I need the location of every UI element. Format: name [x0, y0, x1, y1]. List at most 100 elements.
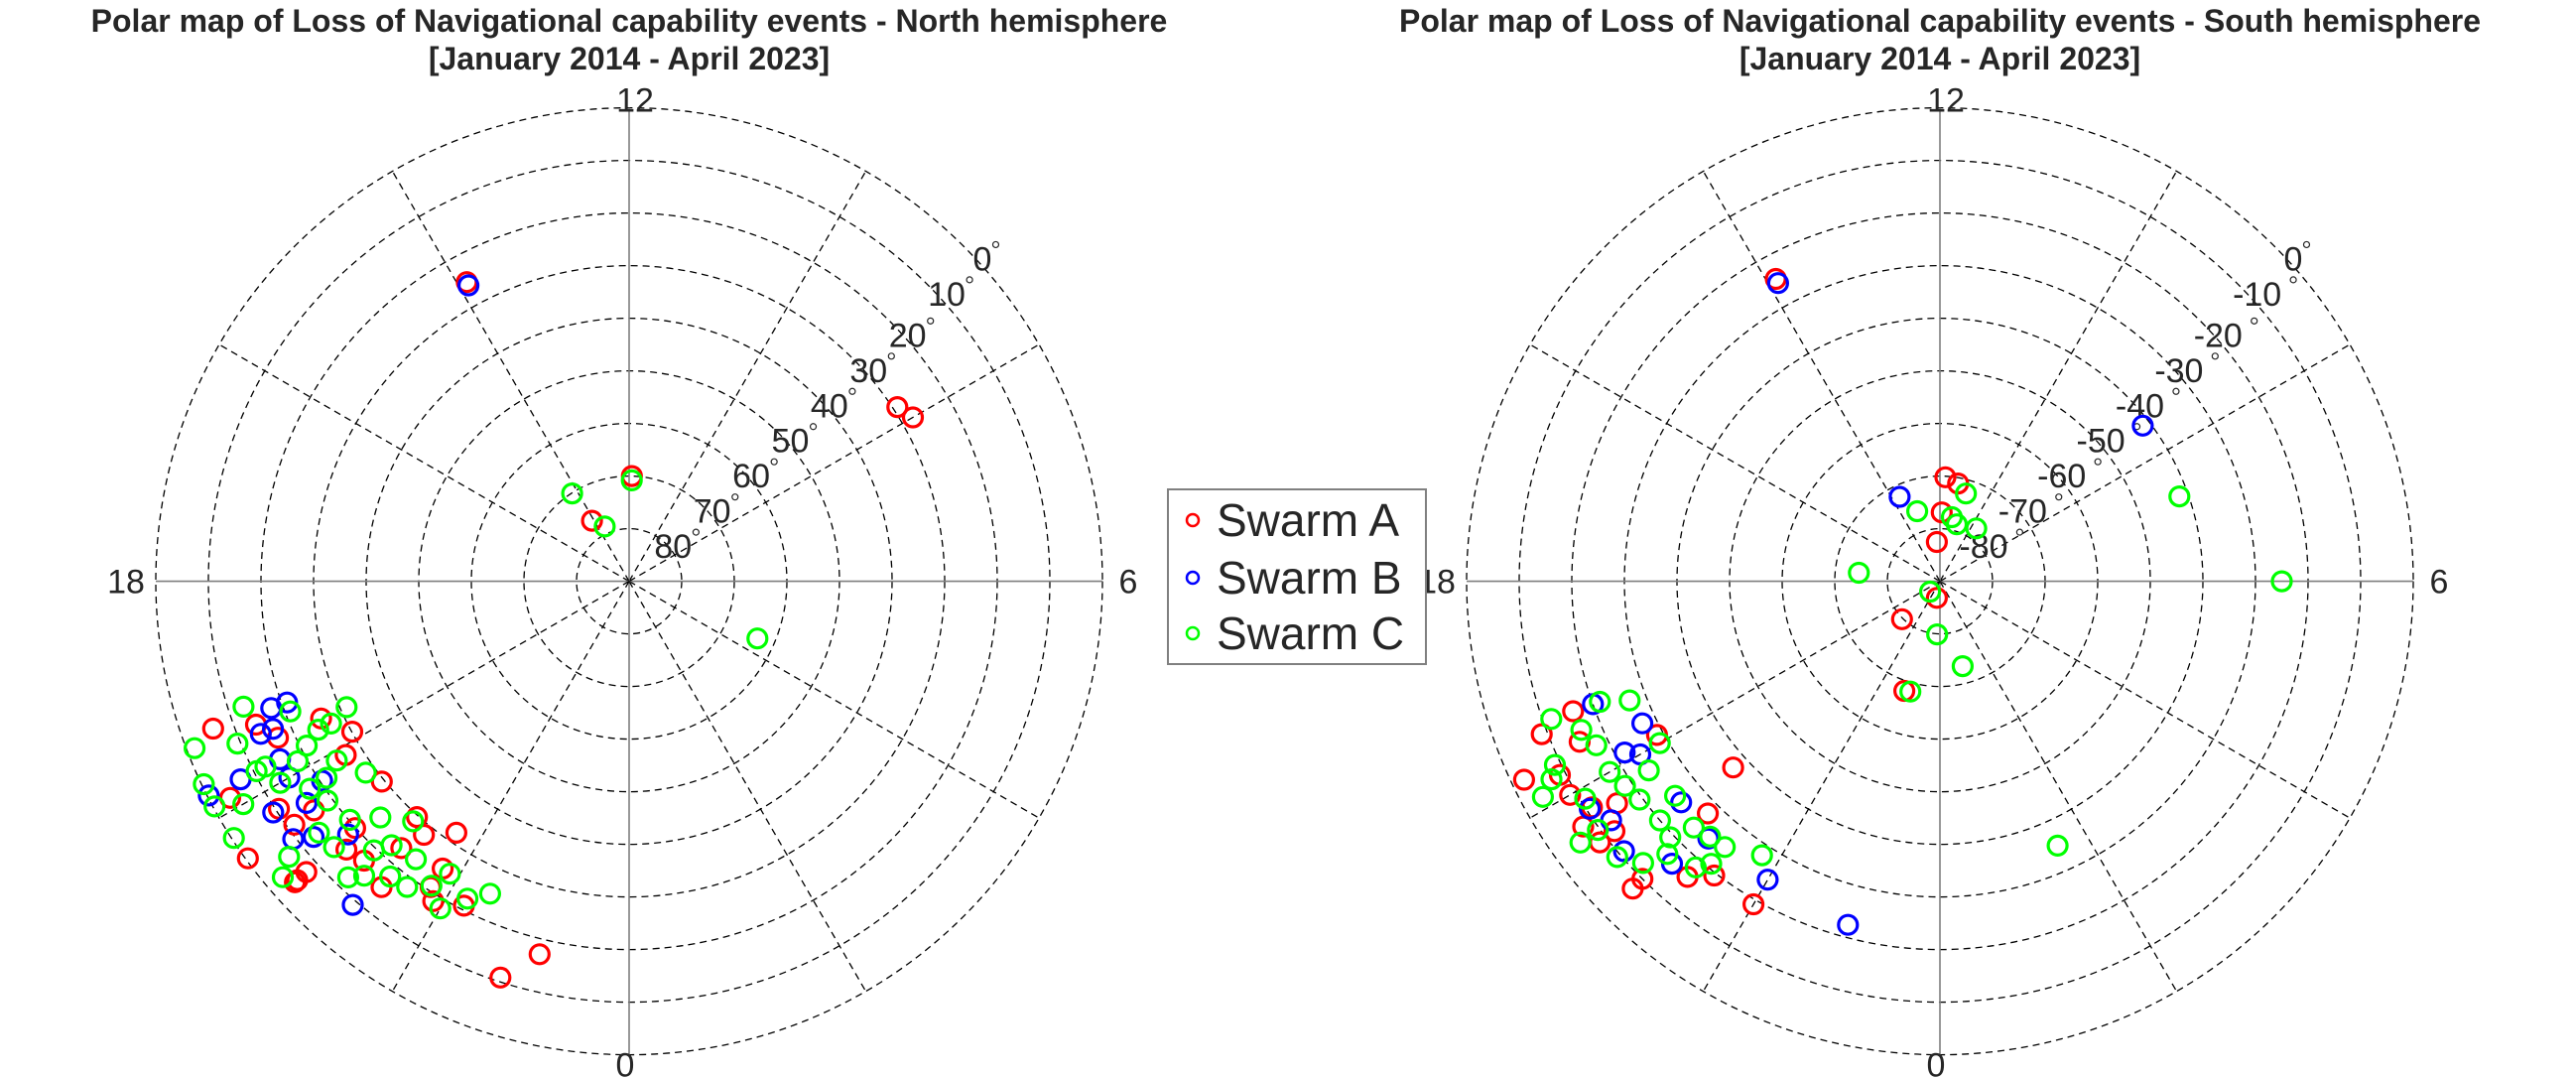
south-point-swarm-b — [1612, 840, 1635, 863]
south-point-swarm-b — [2131, 414, 2154, 437]
south-point-swarm-c — [1648, 809, 1672, 832]
north-point-swarm-c — [271, 866, 295, 888]
north-title-line-2: [January 2014 - April 2023] — [429, 41, 830, 76]
legend-label-swarm-a: Swarm A — [1217, 494, 1399, 546]
north-point-swarm-a — [295, 861, 318, 883]
north-point-swarm-b — [295, 791, 319, 815]
north-point-swarm-a — [335, 838, 358, 862]
north-degree-symbol — [991, 240, 1000, 249]
north-point-swarm-c — [226, 732, 249, 755]
south-point-swarm-a — [1696, 802, 1720, 825]
north-point-swarm-c — [322, 836, 345, 859]
south-point-swarm-c — [1531, 785, 1555, 808]
north-degree-symbol — [848, 387, 856, 395]
south-point-swarm-c — [1540, 708, 1563, 731]
north-point-swarm-a — [236, 847, 259, 870]
south-radial-tick-label: -30 — [2154, 352, 2203, 390]
north-point-swarm-c — [352, 865, 376, 887]
north-point-swarm-c — [405, 848, 428, 871]
north-point-swarm-b — [249, 723, 272, 745]
north-degree-symbol — [731, 493, 739, 501]
north-radial-tick-label: 60 — [732, 458, 770, 495]
south-title-line-2: [January 2014 - April 2023] — [1739, 41, 2140, 76]
north-point-swarm-c — [456, 887, 479, 910]
south-radial-tick-label: -70 — [1998, 493, 2047, 531]
south-point-swarm-c — [2270, 570, 2293, 593]
north-angular-tick-label: 6 — [1119, 564, 1138, 602]
north-point-swarm-c — [316, 766, 338, 789]
south-point-swarm-c — [1682, 816, 1706, 839]
north-angular-tick-label: 18 — [107, 564, 145, 602]
south-point-swarm-c — [1574, 787, 1597, 810]
south-point-swarm-a — [1562, 700, 1585, 723]
north-radial-tick-label: 20 — [889, 317, 927, 354]
south-point-swarm-b — [1600, 809, 1622, 832]
south-point-swarm-c — [1700, 853, 1723, 876]
south-point-swarm-b — [1630, 712, 1654, 735]
south-degree-symbol — [2302, 240, 2311, 249]
south-point-swarm-c — [1750, 844, 1773, 867]
north-point-swarm-c — [362, 839, 385, 862]
north-point-swarm-c — [338, 808, 361, 832]
north-degree-symbol — [770, 458, 778, 466]
south-point-swarm-c — [1543, 753, 1567, 776]
south-point-swarm-a — [1925, 530, 1949, 554]
north-radial-tick-label: 50 — [772, 423, 810, 461]
north-grid-spoke — [628, 581, 1040, 819]
north-point-swarm-a — [580, 509, 603, 532]
legend-marker-swarm-c — [1185, 625, 1201, 641]
south-point-swarm-a — [1631, 868, 1654, 890]
north-point-swarm-c — [245, 759, 268, 783]
south-grid-spoke — [1529, 581, 1941, 819]
south-point-swarm-c — [1684, 856, 1708, 878]
north-grid-spoke — [628, 581, 867, 993]
south-point-swarm-a — [1603, 820, 1626, 843]
north-point-swarm-c — [354, 761, 377, 784]
north-point-swarm-c — [269, 771, 292, 794]
south-degree-symbol — [2211, 352, 2219, 360]
south-point-swarm-c — [1965, 517, 1988, 540]
north-point-swarm-c — [402, 810, 425, 833]
south-point-swarm-c — [1656, 843, 1679, 866]
south-point-swarm-c — [1714, 836, 1737, 859]
north-degree-symbol — [966, 276, 973, 284]
north-radial-tick-label: 40 — [811, 387, 848, 425]
south-grid-spoke — [1702, 171, 1941, 582]
north-degree-symbol — [809, 423, 818, 431]
south-point-swarm-c — [1663, 784, 1687, 807]
north-point-swarm-c — [336, 866, 359, 889]
south-grid-spoke — [1529, 343, 1941, 583]
south-point-swarm-c — [1637, 758, 1660, 782]
north-point-swarm-c — [593, 515, 616, 538]
north-point-swarm-a — [283, 813, 306, 836]
legend-box — [1167, 488, 1427, 665]
legend: Swarm A Swarm B Swarm C — [1167, 488, 1427, 665]
north-radial-tick-label: 30 — [849, 352, 887, 390]
south-point-swarm-c — [1585, 734, 1608, 756]
south-angular-tick-label: 0 — [1927, 1047, 1946, 1079]
south-radial-tick-label: -40 — [2116, 387, 2164, 425]
south-radial-tick-label: -20 — [2194, 317, 2243, 354]
south-point-swarm-a — [1890, 607, 1913, 630]
north-degree-symbol — [927, 317, 935, 325]
north-point-swarm-a — [528, 943, 551, 966]
north-grid-spoke — [628, 171, 867, 582]
south-point-swarm-c — [1699, 825, 1722, 848]
north-point-swarm-a — [445, 821, 467, 845]
north-point-swarm-c — [232, 695, 255, 719]
south-point-swarm-c — [1951, 654, 1975, 678]
north-point-swarm-c — [420, 875, 443, 897]
north-point-swarm-c — [232, 792, 255, 816]
north-point-swarm-a — [201, 717, 224, 741]
south-point-swarm-c — [1628, 788, 1651, 811]
north-point-swarm-b — [336, 823, 359, 846]
north-point-swarm-b — [341, 893, 364, 916]
south-point-swarm-a — [1703, 864, 1726, 887]
north-point-swarm-a — [489, 966, 512, 989]
north-point-swarm-a — [901, 406, 925, 429]
south-degree-symbol — [2094, 458, 2102, 466]
north-point-swarm-c — [620, 469, 643, 491]
